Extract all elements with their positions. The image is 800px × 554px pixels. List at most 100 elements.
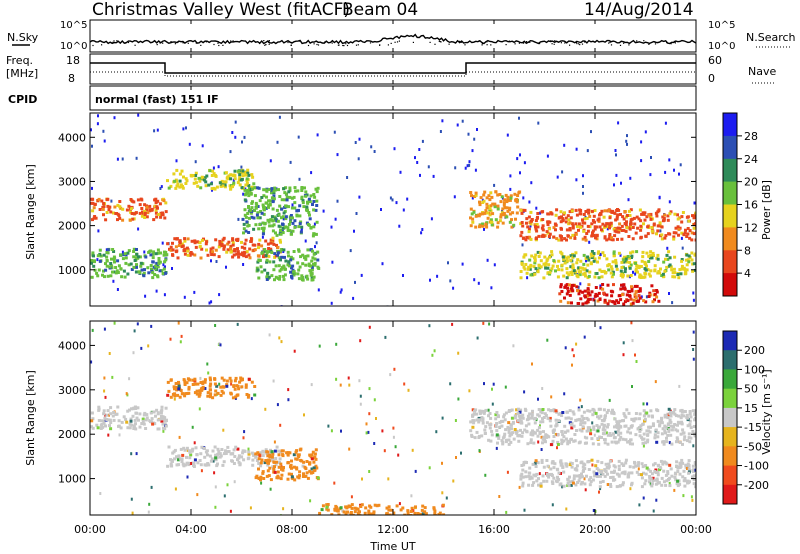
echo-cell (237, 178, 241, 182)
echo-cell (214, 174, 218, 178)
echo-cell (534, 267, 538, 271)
echo-cell (521, 208, 525, 212)
echo-cell (548, 416, 552, 420)
echo-speckle (631, 339, 634, 343)
echo-cell (511, 431, 515, 435)
nsearch-point (412, 41, 414, 43)
echo-cell (271, 458, 275, 462)
echo-cell (528, 221, 532, 224)
echo-cell (242, 254, 246, 258)
echo-cell (471, 425, 475, 429)
echo-speckle (418, 148, 421, 151)
echo-cell (120, 420, 124, 424)
echo-speckle (693, 201, 696, 205)
echo-cell (301, 253, 305, 257)
echo-speckle (359, 394, 362, 398)
echo-cell (244, 238, 248, 242)
echo-cell (687, 432, 691, 436)
echo-cell (174, 178, 178, 182)
echo-cell (525, 235, 529, 239)
echo-cell (530, 412, 534, 416)
echo-cell (310, 467, 314, 471)
echo-cell (193, 391, 197, 395)
nsearch-point (134, 44, 136, 46)
freq-strip-frame (89, 53, 697, 85)
echo-speckle (143, 250, 146, 254)
echo-cell (270, 218, 273, 222)
echo-cell (678, 482, 682, 486)
echo-cell (315, 204, 319, 207)
echo-cell (245, 177, 249, 181)
echo-speckle (627, 198, 630, 202)
echo-cell (689, 426, 693, 430)
echo-speckle (474, 168, 477, 172)
echo-speckle (690, 495, 693, 499)
echo-cell (155, 205, 159, 209)
echo-cell (105, 259, 109, 263)
echo-cell (231, 237, 235, 241)
echo-cell (590, 458, 594, 462)
echo-cell (195, 392, 199, 396)
echo-speckle (135, 452, 138, 456)
echo-cell (619, 213, 622, 216)
echo-cell (577, 408, 581, 412)
echo-cell (692, 482, 696, 486)
echo-cell (496, 441, 499, 445)
echo-speckle (215, 260, 218, 263)
echo-cell (339, 506, 343, 510)
echo-cell (603, 468, 607, 472)
echo-speckle (476, 336, 479, 340)
echo-cell (652, 424, 655, 428)
echo-speckle (626, 142, 628, 146)
echo-cell (208, 384, 212, 388)
echo-cell (683, 435, 687, 439)
echo-cell (298, 470, 302, 474)
echo-cell (153, 267, 157, 271)
echo-cell (545, 479, 549, 483)
echo-speckle (243, 430, 246, 434)
echo-cell (648, 475, 652, 478)
echo-cell (272, 260, 276, 264)
echo-cell (233, 379, 237, 383)
echo-cell (612, 432, 615, 436)
echo-cell (594, 411, 598, 415)
echo-cell (571, 226, 575, 230)
echo-cell (297, 208, 300, 212)
echo-cell (202, 380, 206, 384)
echo-cell (103, 416, 107, 420)
echo-speckle (523, 508, 526, 512)
echo-cell (661, 272, 665, 276)
echo-cell (270, 196, 274, 200)
echo-cell (563, 237, 567, 241)
echo-cell (266, 461, 270, 465)
echo-speckle (522, 196, 525, 200)
echo-cell (298, 222, 302, 226)
echo-speckle (598, 490, 600, 494)
echo-cell (482, 199, 486, 203)
echo-cell (200, 386, 204, 390)
echo-cell (237, 252, 241, 256)
echo-cell (519, 428, 522, 432)
echo-cell (296, 453, 300, 457)
echo-cell (673, 476, 677, 479)
echo-speckle (457, 397, 460, 401)
echo-cell (616, 440, 620, 444)
echo-cell (247, 377, 251, 381)
echo-cell (138, 255, 142, 259)
echo-speckle (380, 208, 382, 211)
echo-speckle (242, 263, 245, 266)
echo-cell (420, 508, 424, 512)
echo-cell (135, 263, 138, 267)
echo-cell (554, 418, 558, 422)
echo-cell (523, 267, 527, 271)
echo-speckle (421, 228, 424, 231)
echo-cell (543, 255, 547, 259)
echo-cell (237, 387, 241, 391)
echo-cell (628, 294, 632, 298)
echo-cell (598, 435, 602, 439)
echo-cell (279, 258, 282, 262)
nsearch-point (390, 42, 392, 44)
echo-speckle (449, 279, 452, 283)
echo-cell (363, 511, 367, 515)
echo-cell (395, 504, 399, 508)
